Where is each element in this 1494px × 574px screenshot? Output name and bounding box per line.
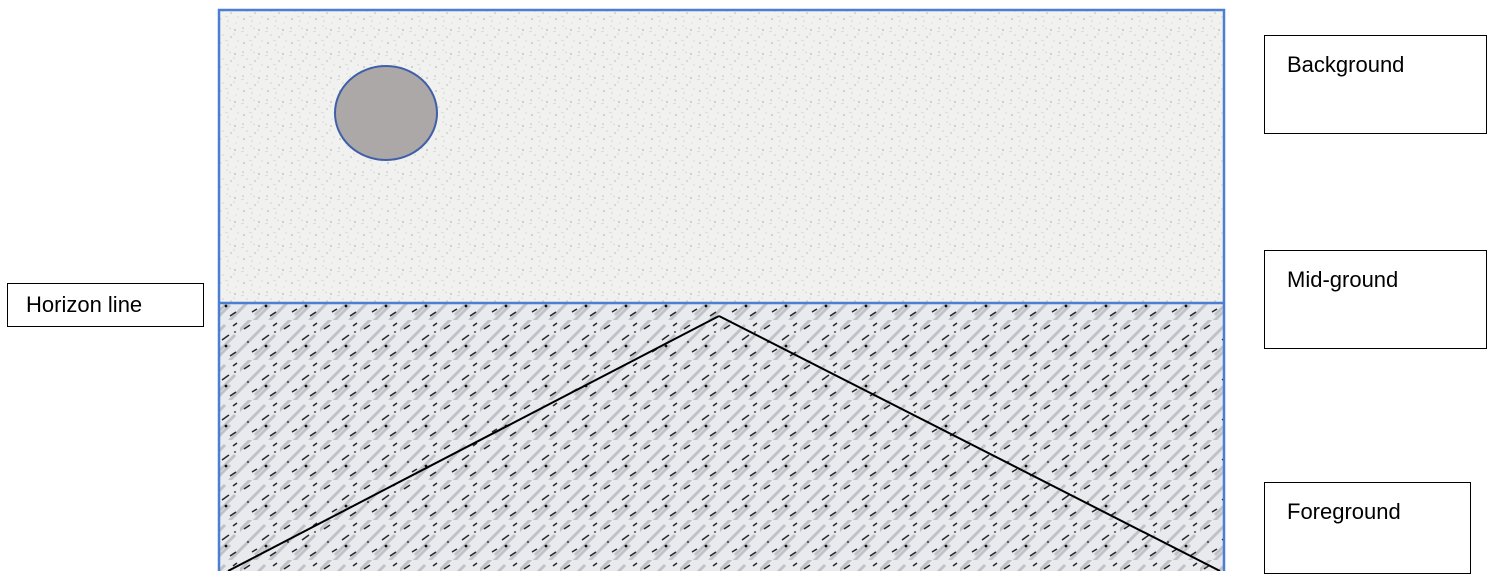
scene-frame — [217, 8, 1226, 571]
foreground-ground-area — [219, 303, 1224, 571]
perspective-line-left — [227, 315, 720, 571]
label-foreground: Foreground — [1264, 482, 1471, 574]
frame-border — [217, 8, 1226, 571]
label-horizon-line: Horizon line — [7, 283, 204, 327]
label-background: Background — [1264, 35, 1487, 134]
perspective-line-right — [718, 315, 1221, 571]
sun-circle-shape — [334, 65, 438, 161]
label-midground: Mid-ground — [1264, 250, 1487, 349]
